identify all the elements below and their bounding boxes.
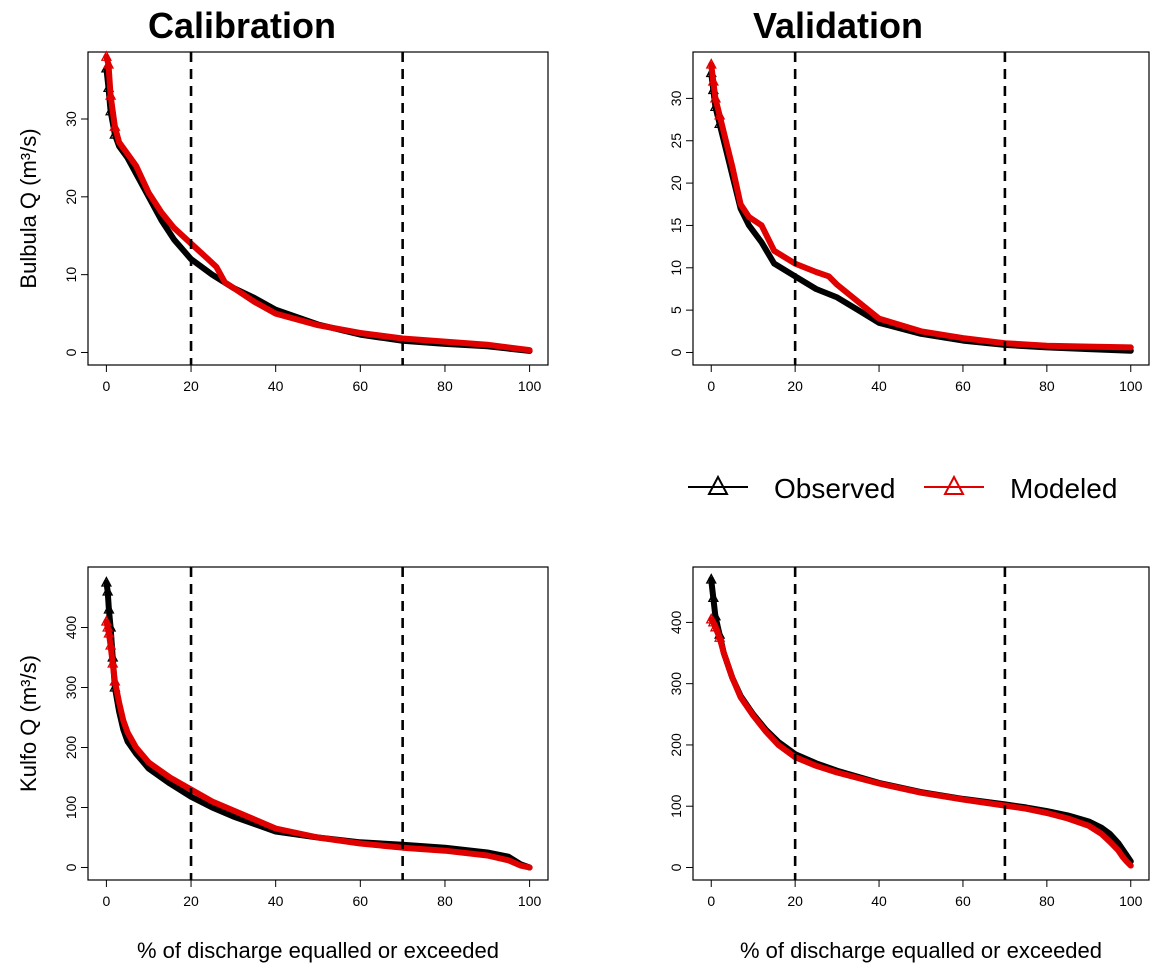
x-axis-label: % of discharge equalled or exceeded [740,938,1102,963]
series-point-modeled [105,639,117,650]
x-tick-label: 20 [787,893,803,909]
x-tick-label: 60 [353,378,369,394]
x-tick-label: 0 [103,378,111,394]
series-line-observed [708,70,1134,354]
column-title-validation: Validation [753,5,923,46]
x-tick-label: 20 [787,378,803,394]
column-title-calibration: Calibration [148,5,336,46]
x-tick-label: 100 [1119,893,1143,909]
series-point-observed [103,603,115,614]
x-tick-label: 100 [1119,378,1143,394]
series-point-modeled [107,657,119,668]
series-point-observed [709,609,722,621]
series-point-modeled [709,620,722,632]
y-tick-label: 10 [668,260,684,276]
x-tick-label: 40 [268,893,284,909]
series-point-modeled [709,92,722,103]
y-tick-label: 15 [668,217,684,233]
panel-kulfo-validation: 0 20 40 60 80 100 0 100 200 300 400 % of discharge … [668,566,1150,963]
series-point-modeled [707,75,719,86]
legend-modeled-label: Modeled [1010,473,1117,504]
series-point-modeled [109,675,121,686]
series-point-modeled [100,50,112,61]
y-tick-label: 10 [63,267,79,283]
x-tick-label: 0 [103,893,111,909]
plot-frame [692,566,1150,881]
y-tick-label: 100 [63,796,79,820]
y-tick-label: 0 [63,863,79,871]
y-tick-label: 25 [668,133,684,149]
legend: Observed Modeled [688,473,1117,504]
legend-observed-marker [707,474,729,495]
y-axis-label: Bulbula Q (m³/s) [16,128,41,288]
series-point-modeled [105,89,117,100]
x-tick-label: 40 [871,378,887,394]
x-tick-label: 0 [707,378,715,394]
y-tick-label: 0 [63,348,79,356]
series-line-observed [103,65,533,354]
x-tick-label: 60 [955,378,971,394]
x-tick-label: 20 [183,893,199,909]
x-tick-label: 20 [183,378,199,394]
y-tick-label: 200 [668,733,684,757]
legend-entry-modeled: Modeled [924,473,1117,504]
x-tick-label: 40 [871,893,887,909]
series-point-observed [100,576,112,587]
legend-modeled-marker [943,474,965,495]
series-point-modeled [103,627,115,638]
series-point-modeled [714,631,726,642]
x-tick-label: 80 [437,378,453,394]
x-tick-label: 60 [955,893,971,909]
series-point-modeled [714,108,726,120]
y-tick-label: 0 [668,348,684,356]
series-line-modeled [103,53,533,354]
x-tick-label: 60 [353,893,369,909]
plot-frame [692,51,1150,366]
y-tick-label: 200 [63,736,79,760]
y-tick-label: 400 [668,611,684,635]
plot-frame [87,566,549,881]
series-point-modeled [705,58,717,69]
series-line-observed [103,579,533,871]
y-axis-label: Kulfo Q (m³/s) [16,655,41,792]
series-point-observed [707,591,719,603]
series-line-modeled [708,616,1134,869]
series-point-modeled [109,120,121,131]
x-tick-label: 80 [1039,893,1055,909]
panel-bulbula-calibration: 0 20 40 60 80 100 0 10 20 30 Bulbula Q (m³/s) [16,50,549,394]
y-tick-label: 0 [668,863,684,871]
y-tick-label: 20 [668,175,684,191]
y-tick-label: 100 [668,794,684,818]
series-line-modeled [103,618,533,871]
y-tick-label: 5 [668,306,684,314]
series-point-modeled [102,58,115,69]
x-tick-label: 80 [1039,378,1055,394]
panel-bulbula-validation: 0 20 40 60 80 100 0 5 10 15 20 25 30 [668,51,1150,394]
series-line-modeled [708,61,1134,351]
plot-frame [87,51,549,366]
legend-observed-label: Observed [774,473,895,504]
legend-entry-observed: Observed [688,473,895,504]
series-point-observed [705,573,717,584]
x-tick-label: 0 [707,893,715,909]
x-tick-label: 100 [518,378,542,394]
y-tick-label: 20 [63,189,79,205]
series-point-observed [102,585,114,596]
y-tick-label: 400 [63,616,79,640]
y-tick-label: 300 [668,672,684,696]
y-tick-label: 30 [668,90,684,106]
y-tick-label: 300 [63,676,79,700]
x-tick-label: 40 [268,378,284,394]
y-tick-label: 30 [63,111,79,127]
x-axis-label: % of discharge equalled or exceeded [137,938,499,963]
x-tick-label: 80 [437,893,453,909]
x-tick-label: 100 [518,893,542,909]
panel-kulfo-calibration: 0 20 40 60 80 100 0 100 200 300 400 Kulfo Q (m³/s)%… [16,566,549,963]
